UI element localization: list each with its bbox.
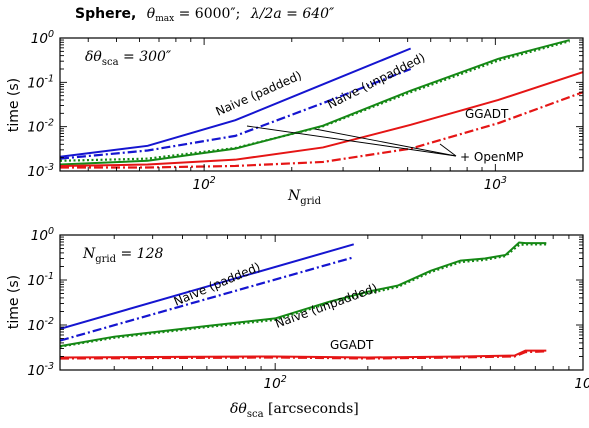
bottom-annotation: Ngrid = 128 xyxy=(82,246,163,265)
bottom-y-tick-label: 100 xyxy=(31,226,54,244)
top-y-tick-label: 10-3 xyxy=(27,162,54,180)
bottom-series-4-line xyxy=(60,349,547,359)
top-plot-frame xyxy=(59,37,584,172)
top-y-tick-label: 10-2 xyxy=(27,118,54,136)
bottom-plot-frame xyxy=(59,234,584,371)
top-series-4-line xyxy=(60,71,583,167)
top-series-3-line xyxy=(60,40,570,162)
top-series-1-line xyxy=(60,67,412,160)
top-label-naive-unpadded: Naive (unpadded) xyxy=(325,50,427,111)
bottom-series-3-line xyxy=(60,243,547,348)
top-y-tick-label: 100 xyxy=(31,29,54,47)
bottom-label-naive-padded: Naive (padded) xyxy=(172,260,263,309)
top-x-tick-label: 102 xyxy=(192,175,215,193)
bottom-y-tick-label: 10-1 xyxy=(27,271,54,289)
bottom-series-0-line xyxy=(60,243,355,330)
top-series-5-line xyxy=(60,91,583,169)
bottom-x-axis-label: δθsca [arcseconds] xyxy=(230,401,359,420)
top-x-axis-label: Ngrid xyxy=(287,188,322,207)
bottom-series-1-line xyxy=(60,256,355,342)
openmp-callout-arrows xyxy=(246,125,457,157)
bottom-x-tick-label: 10 xyxy=(574,376,589,392)
bottom-y-axis-label: time (s) xyxy=(6,275,22,329)
top-panel: 102 103 10-3 10-2 10-1 100 time (s) Ngrid δθs… xyxy=(6,29,584,207)
top-y-tick-label: 10-1 xyxy=(27,73,54,91)
bottom-series-2-line xyxy=(60,241,547,348)
top-y-axis-label: time (s) xyxy=(6,78,22,132)
bottom-label-naive-unpadded: Naive (unpadded) xyxy=(273,281,379,331)
top-label-ggadt: GGADT xyxy=(465,107,509,121)
top-annotation: δθsca = 300″ xyxy=(85,49,172,68)
top-openmp-label: + OpenMP xyxy=(460,150,524,164)
figure-title: Sphere, θmax = 6000″; λ/2a = 640″ xyxy=(75,6,335,24)
bottom-panel: 102 10 10-3 10-2 10-1 100 time (s) δθsca [arc… xyxy=(6,226,589,420)
bottom-label-ggadt: GGADT xyxy=(330,338,374,352)
bottom-series-5-line xyxy=(60,350,547,360)
bottom-x-tick-label: 102 xyxy=(264,374,287,392)
top-x-tick-label: 103 xyxy=(484,175,507,193)
top-series-0-line xyxy=(60,47,412,158)
bottom-y-tick-label: 10-3 xyxy=(27,361,54,379)
bottom-y-tick-label: 10-2 xyxy=(27,316,54,334)
